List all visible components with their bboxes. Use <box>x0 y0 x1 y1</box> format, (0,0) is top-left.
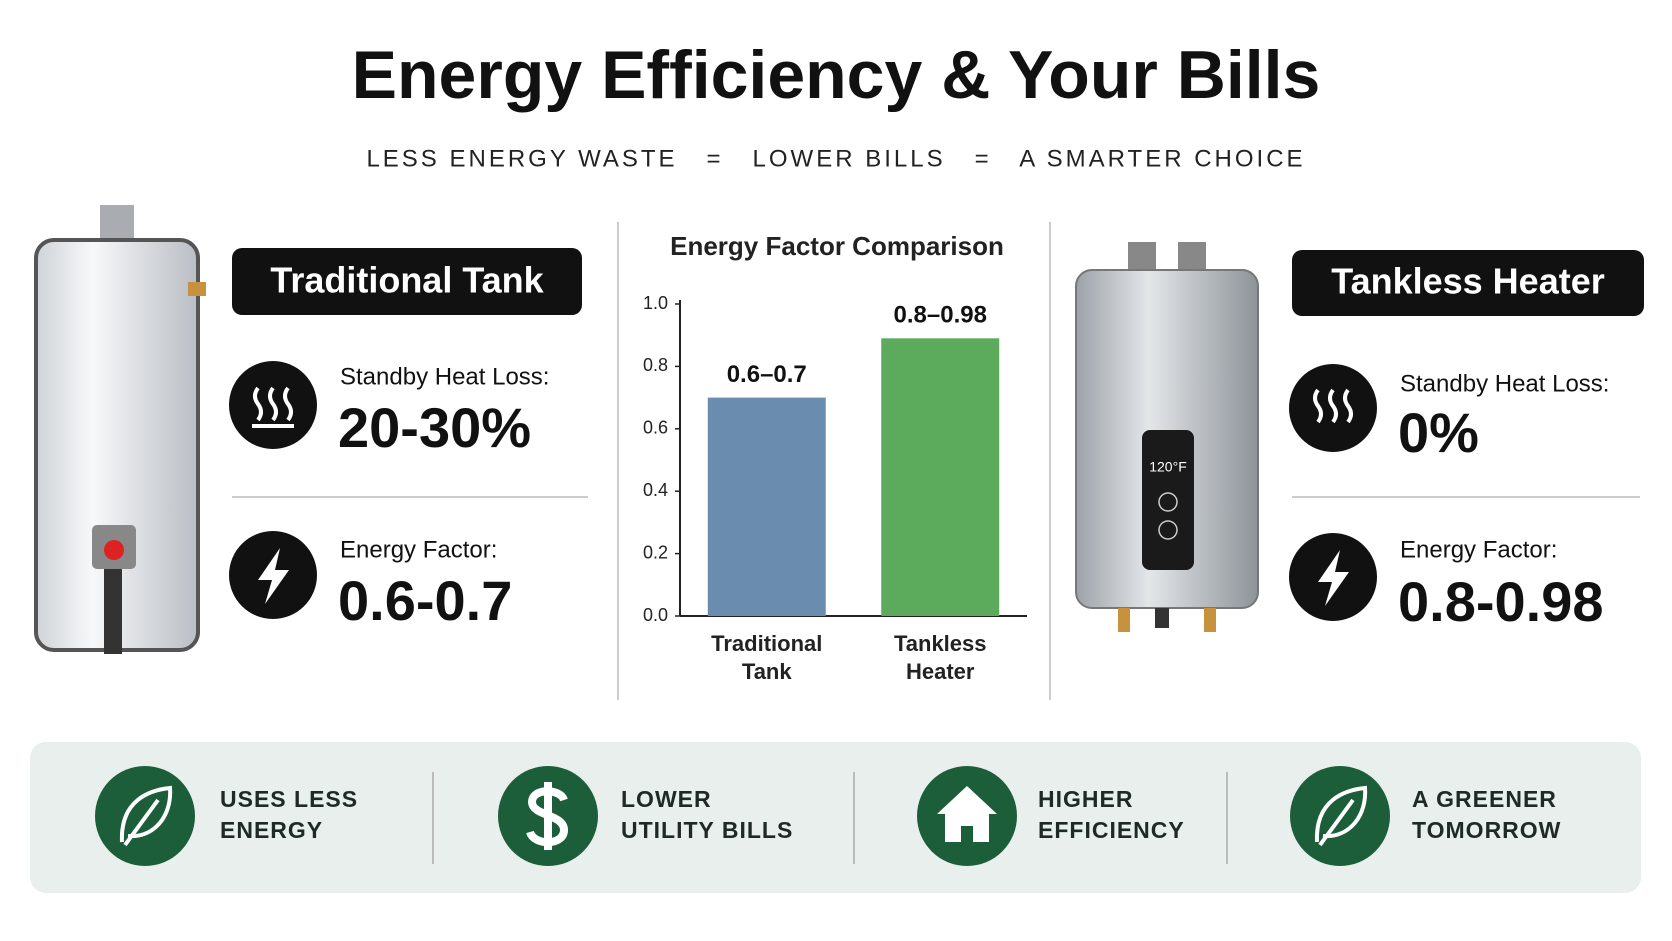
footer-text: LOWER <box>621 786 712 812</box>
leaf-icon <box>95 766 195 866</box>
dollar-icon <box>498 766 598 866</box>
valve-knob <box>104 540 124 560</box>
y-tick-label: 1.0 <box>643 293 668 313</box>
y-tick-label: 0.6 <box>643 418 668 438</box>
display-panel <box>1142 430 1194 570</box>
icon-bolt <box>258 548 289 604</box>
heat-icon <box>1289 364 1377 452</box>
fitting <box>188 282 206 296</box>
value-label: 0.6–0.7 <box>727 361 807 388</box>
footer-text: HIGHER <box>1038 786 1133 812</box>
display-text: 120°F <box>1149 459 1187 475</box>
button <box>1158 520 1178 540</box>
stat-value: 20-30% <box>338 396 531 459</box>
panel-label: Traditional Tank <box>270 260 544 301</box>
footer-text: EFFICIENCY <box>1038 817 1185 843</box>
fitting <box>1155 608 1169 628</box>
footer-text: TOMORROW <box>1412 817 1561 843</box>
bolt-icon <box>1289 533 1377 621</box>
leaf-icon <box>1290 766 1390 866</box>
bolt-icon <box>229 531 317 619</box>
bar <box>707 397 826 616</box>
stat-label: Energy Factor: <box>340 536 497 563</box>
icon-leaf <box>1314 785 1368 847</box>
value-label: 0.8–0.98 <box>894 302 987 329</box>
panel-label: Tankless Heater <box>1331 261 1604 302</box>
footer-text: A GREENER <box>1412 786 1557 812</box>
stat-label: Standby Heat Loss: <box>1400 370 1609 397</box>
subtitle: LESS ENERGY WASTE = LOWER BILLS = A SMAR… <box>366 145 1305 172</box>
fitting <box>1204 608 1216 632</box>
chart-title: Energy Factor Comparison <box>670 231 1004 261</box>
icon-house <box>937 786 997 842</box>
stat-value: 0% <box>1398 401 1479 464</box>
stat-value: 0.6-0.7 <box>338 569 512 632</box>
x-tick-label: Traditional Tank <box>711 631 823 684</box>
stat-label: Standby Heat Loss: <box>340 363 549 390</box>
bar <box>881 338 1000 616</box>
footer-text: USES LESS <box>220 786 358 812</box>
icon-bolt <box>1318 550 1349 606</box>
bar-chart: 0.0 0.2 0.4 0.6 0.8 1.0 0.6–0.7 0.8–0.98 <box>643 293 1027 625</box>
y-tick-label: 0.4 <box>643 480 668 500</box>
stat-value: 0.8-0.98 <box>1398 570 1604 633</box>
y-tick-label: 0.8 <box>643 355 668 375</box>
icon-dollar <box>526 782 569 850</box>
stat-label: Energy Factor: <box>1400 536 1557 563</box>
icon-waves <box>1313 388 1353 424</box>
y-tick-label: 0.2 <box>643 542 668 562</box>
x-tick-label: Tankless Heater <box>893 631 987 684</box>
tank-illustration <box>34 205 206 654</box>
valve-pipe <box>104 569 122 654</box>
fitting <box>1118 608 1130 632</box>
y-tick-label: 0.0 <box>643 605 668 625</box>
footer-texts: USES LESS ENERGY LOWER UTILITY BILLS HIGHER E… <box>220 786 1561 843</box>
label-pill <box>1292 250 1644 316</box>
title: Energy Efficiency & Your Bills <box>352 37 1321 113</box>
house-icon <box>917 766 1017 866</box>
tankless-illustration: 120°F <box>1075 242 1259 632</box>
heat-icon <box>229 361 317 449</box>
label-pill <box>232 248 582 315</box>
footer-text: UTILITY BILLS <box>621 817 793 843</box>
button <box>1158 492 1178 512</box>
footer-text: ENERGY <box>220 817 323 843</box>
icon-leaf <box>119 785 173 847</box>
icon-waves <box>252 386 294 428</box>
